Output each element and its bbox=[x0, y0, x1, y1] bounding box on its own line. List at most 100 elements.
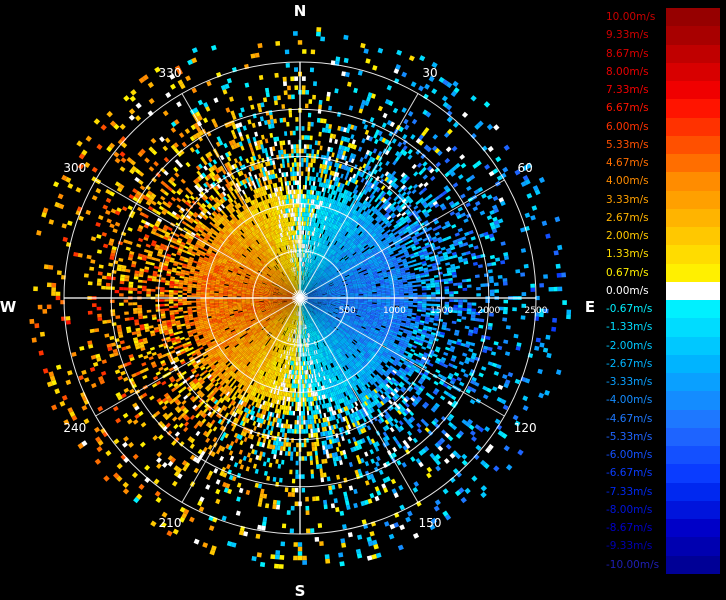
velocity-cell bbox=[422, 292, 427, 295]
velocity-cell bbox=[396, 212, 402, 218]
velocity-cell bbox=[412, 183, 419, 189]
velocity-cell bbox=[307, 230, 309, 236]
velocity-cell bbox=[312, 94, 316, 100]
velocity-cell bbox=[457, 307, 463, 311]
velocity-cell bbox=[304, 216, 307, 222]
velocity-cell bbox=[465, 202, 471, 208]
velocity-cell bbox=[385, 295, 391, 298]
velocity-cell bbox=[546, 352, 552, 359]
velocity-cell bbox=[322, 192, 326, 197]
velocity-cell bbox=[381, 137, 387, 143]
velocity-cell bbox=[312, 185, 315, 191]
velocity-cell bbox=[337, 182, 341, 188]
velocity-cell bbox=[314, 255, 318, 261]
velocity-cell bbox=[304, 135, 308, 140]
velocity-cell bbox=[339, 227, 343, 233]
velocity-cell bbox=[331, 218, 335, 224]
velocity-cell bbox=[403, 302, 409, 305]
velocity-cell bbox=[301, 243, 303, 249]
velocity-cell bbox=[331, 223, 336, 229]
velocity-cell bbox=[338, 192, 342, 197]
velocity-cell bbox=[407, 154, 413, 160]
velocity-cell bbox=[435, 465, 441, 472]
velocity-cell bbox=[408, 239, 414, 244]
velocity-cell bbox=[330, 228, 334, 233]
velocity-cell bbox=[320, 168, 324, 174]
velocity-cell bbox=[411, 118, 418, 125]
velocity-cell bbox=[512, 414, 519, 421]
velocity-cell bbox=[335, 181, 339, 187]
velocity-cell bbox=[411, 280, 417, 284]
velocity-cell bbox=[339, 187, 344, 193]
velocity-cell bbox=[304, 198, 307, 204]
velocity-cell bbox=[342, 150, 347, 156]
velocity-cell bbox=[303, 280, 306, 285]
velocity-cell bbox=[301, 239, 303, 244]
velocity-cell bbox=[328, 227, 332, 233]
velocity-cell bbox=[336, 153, 340, 159]
velocity-cell bbox=[350, 177, 355, 183]
velocity-cell bbox=[301, 266, 302, 271]
velocity-cell bbox=[367, 294, 373, 297]
velocity-cell bbox=[332, 219, 336, 224]
velocity-cell bbox=[445, 262, 451, 266]
velocity-cell bbox=[304, 257, 306, 263]
velocity-cell bbox=[317, 237, 321, 243]
velocity-cell bbox=[457, 282, 463, 286]
velocity-cell bbox=[354, 194, 358, 200]
velocity-cell bbox=[333, 180, 337, 186]
velocity-cell bbox=[453, 310, 458, 314]
velocity-cell bbox=[301, 135, 305, 140]
velocity-cell bbox=[326, 252, 330, 257]
velocity-cell bbox=[310, 121, 314, 127]
velocity-cell bbox=[467, 305, 472, 309]
velocity-cell bbox=[301, 275, 302, 280]
velocity-cell bbox=[470, 314, 476, 318]
velocity-cell bbox=[372, 296, 377, 298]
velocity-cell bbox=[412, 344, 417, 349]
velocity-cell bbox=[472, 261, 478, 266]
velocity-cell bbox=[413, 301, 418, 304]
velocity-cell bbox=[300, 284, 302, 289]
velocity-cell bbox=[308, 277, 311, 283]
velocity-cell bbox=[330, 203, 334, 209]
velocity-cell bbox=[307, 194, 310, 199]
velocity-cell bbox=[408, 291, 413, 294]
velocity-cell bbox=[385, 301, 391, 304]
velocity-cell bbox=[394, 290, 400, 293]
velocity-cell bbox=[566, 314, 571, 320]
velocity-cell bbox=[303, 280, 306, 286]
velocity-cell bbox=[323, 230, 327, 235]
velocity-cell bbox=[327, 128, 332, 134]
velocity-cell bbox=[319, 163, 323, 169]
velocity-cell bbox=[521, 292, 527, 297]
velocity-cell bbox=[381, 295, 386, 298]
velocity-cell bbox=[363, 48, 369, 54]
velocity-cell bbox=[413, 205, 419, 210]
velocity-cell bbox=[456, 376, 462, 382]
velocity-cell bbox=[444, 288, 450, 292]
velocity-cell bbox=[462, 299, 468, 303]
velocity-cell bbox=[384, 139, 390, 145]
velocity-cell bbox=[302, 257, 304, 262]
velocity-cell bbox=[303, 239, 305, 244]
velocity-cell bbox=[486, 123, 494, 131]
velocity-cell bbox=[422, 174, 428, 180]
velocity-cell bbox=[438, 318, 444, 322]
velocity-cell bbox=[493, 370, 500, 376]
velocity-cell bbox=[476, 293, 481, 297]
velocity-cell bbox=[408, 295, 414, 298]
velocity-cell bbox=[494, 289, 499, 293]
velocity-cell bbox=[300, 257, 302, 262]
velocity-cell bbox=[297, 40, 303, 45]
velocity-cell bbox=[413, 267, 419, 271]
velocity-cell bbox=[341, 198, 345, 204]
velocity-cell bbox=[426, 466, 433, 473]
velocity-cell bbox=[301, 89, 306, 95]
velocity-cell bbox=[304, 194, 307, 199]
velocity-cell bbox=[325, 123, 330, 129]
velocity-cell bbox=[304, 239, 306, 244]
velocity-cell bbox=[341, 183, 345, 189]
velocity-cell bbox=[406, 190, 412, 196]
velocity-cell bbox=[327, 188, 331, 194]
